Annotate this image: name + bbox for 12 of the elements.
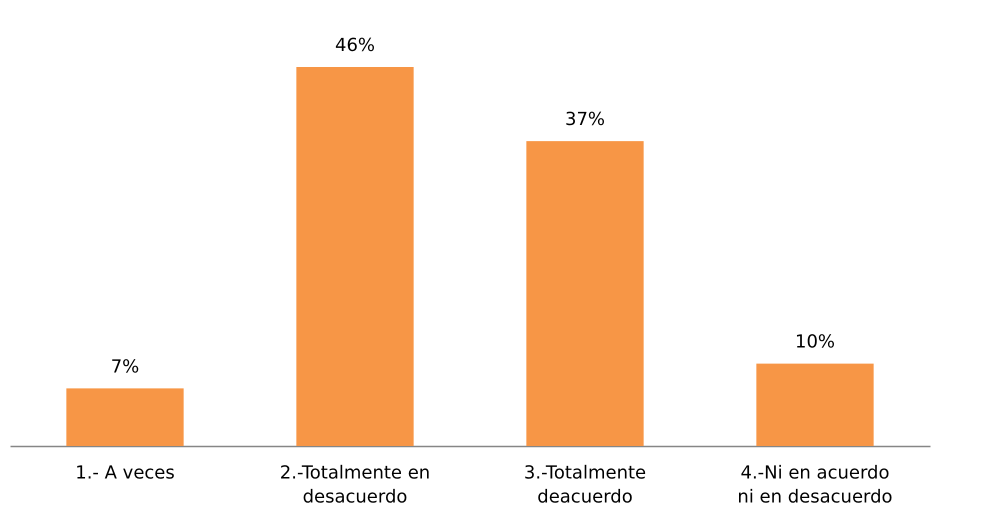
bar [526, 141, 644, 446]
x-tick-label: 1.- A veces [75, 462, 175, 484]
data-label: 46% [334, 34, 376, 56]
x-tick-label: 4.-Ni en acuerdo ni en desacuerdo [737, 462, 893, 508]
x-tick-label: 2.-Totalmente en desacuerdo [280, 462, 430, 508]
data-label: 10% [794, 332, 836, 353]
bar [296, 66, 414, 446]
data-label: 37% [564, 109, 606, 130]
data-label: 7% [110, 356, 140, 378]
x-tick-label: 3.-Totalmente deacuerdo [524, 462, 646, 508]
bar [66, 388, 184, 446]
bar [756, 364, 874, 446]
